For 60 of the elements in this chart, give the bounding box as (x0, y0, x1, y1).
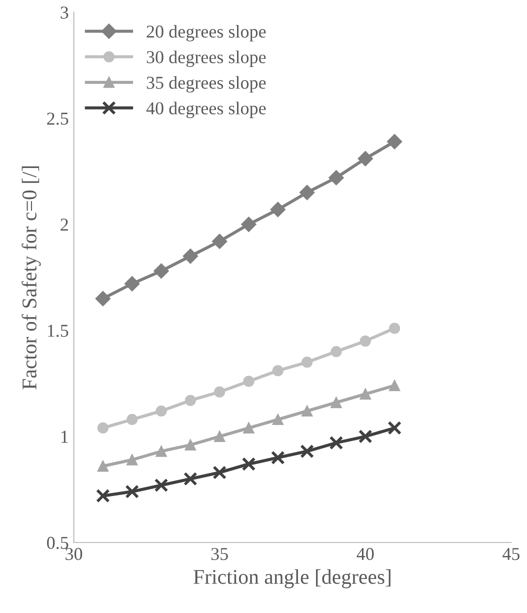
y-axis-title: Factor of Safety for c=0 [/] (22, 166, 41, 390)
point (330, 396, 342, 408)
point (272, 365, 284, 376)
point (212, 466, 227, 480)
y-tick-label: 2.5 (47, 112, 68, 125)
point (125, 484, 140, 499)
point (358, 430, 372, 444)
point (328, 170, 344, 186)
point (214, 386, 226, 398)
point (299, 184, 315, 200)
point (358, 151, 373, 166)
point (126, 414, 138, 426)
point (183, 472, 198, 486)
point (184, 439, 196, 450)
point (97, 460, 108, 472)
legend-label: 20 degrees slope (146, 25, 266, 42)
point (302, 356, 313, 368)
point (154, 263, 169, 279)
x-tick-label: 30 (66, 548, 82, 560)
point (241, 216, 256, 232)
point (96, 488, 110, 503)
point (212, 234, 228, 249)
point (330, 346, 342, 358)
point (388, 421, 402, 435)
legend-label: 40 degrees slope (146, 102, 266, 118)
x-tick-label: 35 (211, 548, 228, 560)
point (388, 322, 400, 334)
point (300, 444, 314, 458)
y-tick-label: 1.5 (48, 324, 68, 337)
point (302, 405, 313, 417)
point (124, 276, 140, 292)
point (388, 380, 400, 392)
y-tick-label: 0.5 (47, 536, 68, 550)
point (95, 291, 111, 306)
point (154, 478, 168, 492)
point (156, 446, 167, 457)
point (156, 405, 167, 417)
point (243, 422, 254, 434)
point (243, 376, 254, 387)
point (270, 450, 285, 465)
point (360, 388, 371, 400)
point (126, 454, 138, 466)
point (184, 394, 196, 406)
y-tick-label: 2 (60, 218, 68, 231)
point (97, 422, 108, 434)
x-tick-label: 45 (502, 548, 520, 560)
x-axis-title: Friction angle [degrees] (194, 569, 390, 588)
point (360, 335, 371, 347)
point (270, 202, 286, 218)
legend-label: 30 degrees slope (146, 50, 266, 67)
point (242, 457, 256, 471)
point (272, 414, 284, 426)
point (214, 430, 226, 442)
point (386, 134, 402, 150)
y-tick-label: 1 (61, 430, 68, 443)
point (329, 436, 344, 450)
legend-label: 35 degrees slope (146, 76, 266, 93)
x-tick-label: 40 (356, 548, 374, 560)
point (182, 248, 198, 264)
y-tick-label: 3 (60, 6, 68, 19)
